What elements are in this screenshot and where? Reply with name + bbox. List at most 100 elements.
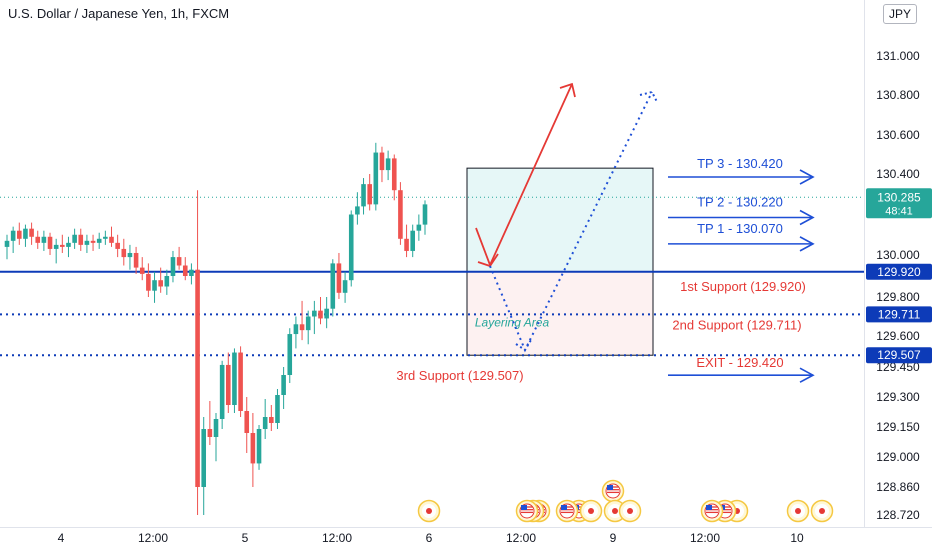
candles[interactable] bbox=[4, 142, 428, 515]
candle-body bbox=[84, 240, 90, 245]
exit-arrow-head bbox=[799, 367, 815, 383]
support2-label: 2nd Support (129.711) bbox=[672, 317, 801, 332]
flag-canton bbox=[561, 505, 567, 510]
candle bbox=[53, 238, 59, 264]
x-tick-label: 12:00 bbox=[138, 531, 168, 545]
candle-body bbox=[367, 184, 372, 205]
flag-sun bbox=[627, 508, 633, 514]
candle bbox=[109, 226, 114, 247]
candle bbox=[219, 360, 225, 429]
currency-button[interactable]: JPY bbox=[883, 4, 917, 24]
y-tick-label: 129.600 bbox=[876, 329, 920, 343]
candle bbox=[195, 190, 200, 515]
x-tick-label: 12:00 bbox=[690, 531, 720, 545]
y-tick-label: 129.000 bbox=[876, 450, 920, 464]
candle-body bbox=[164, 276, 170, 287]
candle-body bbox=[293, 324, 299, 335]
tp1-arrow-head bbox=[799, 236, 815, 252]
us-event-icon bbox=[700, 499, 724, 523]
candle-body bbox=[262, 417, 268, 429]
jp-event-icon bbox=[618, 499, 642, 523]
candle-body bbox=[275, 395, 280, 423]
flag-sun bbox=[588, 508, 594, 514]
flag-canton bbox=[607, 485, 613, 490]
candle bbox=[90, 234, 96, 251]
candle-body bbox=[182, 265, 188, 276]
red-path-head-2 bbox=[559, 82, 576, 98]
candle-body bbox=[152, 280, 157, 291]
bar-countdown: 48:41 bbox=[885, 205, 913, 217]
y-tick-label: 128.720 bbox=[876, 508, 920, 522]
tp3-arrow-head bbox=[799, 169, 815, 185]
layering-label: Layering Area bbox=[475, 315, 550, 329]
candle bbox=[422, 200, 428, 235]
candle bbox=[299, 300, 305, 341]
y-tick-label: 130.800 bbox=[876, 88, 920, 102]
candle bbox=[305, 310, 311, 345]
candle bbox=[139, 257, 145, 281]
candle bbox=[361, 178, 366, 215]
candle-body bbox=[10, 230, 16, 241]
candle-body bbox=[139, 267, 145, 274]
candle bbox=[318, 297, 323, 325]
candle bbox=[244, 397, 250, 453]
candle-body bbox=[391, 158, 397, 191]
candle bbox=[262, 399, 268, 439]
candle-body bbox=[103, 236, 108, 239]
candle-body bbox=[373, 152, 379, 205]
candle-body bbox=[121, 248, 127, 258]
candle bbox=[256, 425, 262, 470]
candle-body bbox=[170, 257, 176, 276]
flag-canton bbox=[706, 505, 712, 510]
candle-body bbox=[35, 236, 41, 243]
candle bbox=[281, 367, 286, 409]
tp3-arrow bbox=[668, 169, 815, 185]
candle bbox=[29, 222, 34, 245]
candle-body bbox=[4, 240, 10, 247]
candle bbox=[330, 259, 336, 317]
us-event-icon bbox=[555, 499, 579, 523]
economic-events[interactable] bbox=[417, 479, 834, 523]
candle bbox=[78, 228, 84, 251]
exit-arrow bbox=[668, 367, 815, 383]
candle bbox=[146, 263, 151, 297]
jp-event-icon bbox=[579, 499, 603, 523]
candle-body bbox=[158, 280, 163, 287]
candle bbox=[250, 413, 256, 487]
blue-path-head-1 bbox=[515, 339, 532, 352]
candle-body bbox=[250, 433, 256, 464]
candle-body bbox=[232, 352, 237, 405]
candle bbox=[225, 352, 231, 413]
candle-body bbox=[361, 184, 366, 207]
current-price-badge bbox=[866, 188, 932, 219]
drawings[interactable]: TP 3 - 130.420 TP 2 - 130.220 TP 1 - 130.0… bbox=[396, 82, 815, 383]
x-tick-label: 5 bbox=[242, 531, 249, 545]
candle-body bbox=[348, 214, 354, 281]
candle-body bbox=[176, 257, 182, 266]
candle bbox=[348, 210, 354, 287]
candle-body bbox=[207, 429, 213, 437]
candle-body bbox=[324, 308, 329, 319]
candle-body bbox=[115, 242, 120, 249]
us-event-icon bbox=[515, 499, 539, 523]
candle bbox=[238, 346, 243, 417]
time-axis[interactable]: 4 12:00 5 12:00 6 12:00 9 12:00 10 bbox=[0, 527, 932, 546]
candle-body bbox=[109, 236, 114, 243]
candle-body bbox=[287, 334, 293, 375]
candle-body bbox=[355, 206, 360, 215]
candle-body bbox=[41, 236, 47, 243]
candle bbox=[164, 269, 170, 295]
candle-body bbox=[244, 411, 250, 433]
flag-sun bbox=[819, 508, 825, 514]
candle bbox=[189, 263, 194, 285]
candle bbox=[103, 230, 108, 245]
candle bbox=[152, 271, 157, 303]
candle-body bbox=[66, 242, 71, 247]
price-axis[interactable]: 131.000 130.800 130.600 130.400 130.000 129.8… bbox=[864, 0, 932, 550]
candle bbox=[41, 230, 47, 251]
candle-body bbox=[133, 252, 139, 268]
price-badge-2 bbox=[866, 306, 932, 323]
candle-body bbox=[398, 190, 403, 239]
candle bbox=[404, 224, 409, 258]
